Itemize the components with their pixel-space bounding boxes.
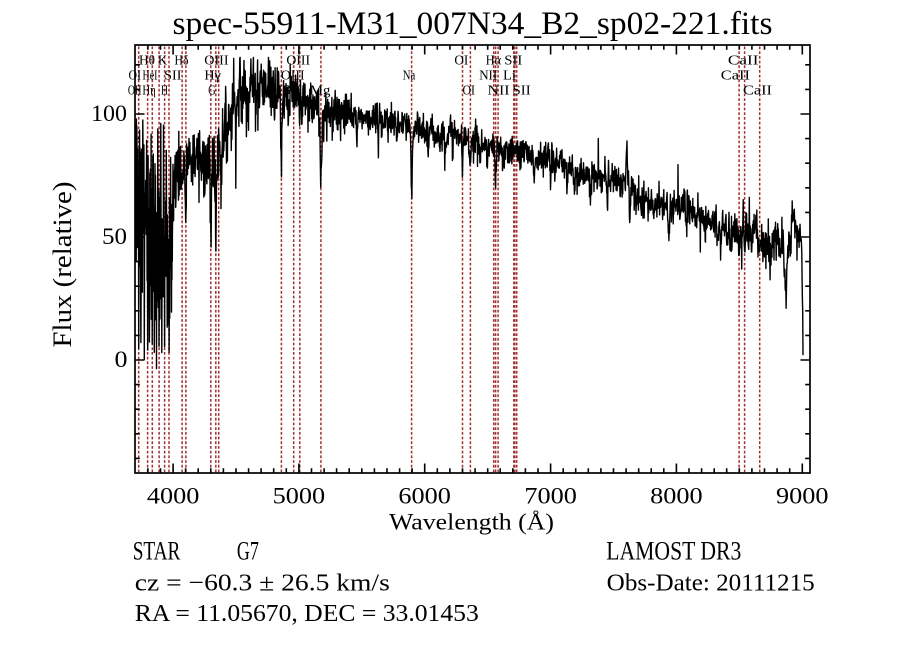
svg-text:Hβ: Hβ <box>271 84 290 99</box>
svg-text:Hδ: Hδ <box>175 54 189 69</box>
svg-text:Na: Na <box>403 69 416 84</box>
svg-text:Hα: Hα <box>486 54 502 69</box>
svg-text:STAR: STAR <box>133 537 181 566</box>
svg-text:H: H <box>161 84 168 99</box>
svg-text:SII: SII <box>513 84 531 99</box>
svg-text:OIII: OIII <box>286 54 310 69</box>
svg-text:Hη: Hη <box>142 84 155 99</box>
svg-text:CaII: CaII <box>721 69 751 84</box>
svg-text:Li: Li <box>503 69 516 84</box>
svg-text:OI: OI <box>129 69 142 84</box>
svg-text:CaII: CaII <box>728 54 759 69</box>
svg-text:NII: NII <box>488 84 510 99</box>
svg-text:RA = 11.05670, DEC = 33.0145: RA = 11.05670, DEC = 33.01453 <box>135 600 479 627</box>
svg-text:cz = −60.3 ± 26.5 km/s: cz = −60.3 ± 26.5 km/s <box>135 570 390 597</box>
svg-text:4000: 4000 <box>147 484 200 509</box>
svg-text:CaII: CaII <box>743 84 772 99</box>
svg-text:9000: 9000 <box>776 484 829 509</box>
svg-text:SII: SII <box>504 54 522 69</box>
svg-text:Hθ: Hθ <box>139 54 155 69</box>
svg-text:K: K <box>158 54 167 69</box>
svg-text:5000: 5000 <box>273 484 326 509</box>
svg-text:NII: NII <box>479 69 497 84</box>
svg-text:OI: OI <box>454 54 468 69</box>
svg-text:Mg: Mg <box>310 84 331 99</box>
svg-text:Wavelength (Å): Wavelength (Å) <box>389 510 554 536</box>
svg-text:Hγ: Hγ <box>204 69 221 84</box>
svg-text:Flux (relative): Flux (relative) <box>48 182 77 348</box>
svg-text:HeI: HeI <box>143 69 158 84</box>
svg-text:6000: 6000 <box>398 484 451 509</box>
svg-text:OIII: OIII <box>281 69 305 84</box>
svg-text:7000: 7000 <box>524 484 577 509</box>
svg-text:OII: OII <box>128 84 142 99</box>
svg-text:0: 0 <box>115 347 128 372</box>
svg-text:G: G <box>208 84 216 99</box>
svg-text:OIII: OIII <box>204 54 229 69</box>
svg-text:SII: SII <box>164 69 182 84</box>
svg-text:LAMOST DR3: LAMOST DR3 <box>606 537 741 566</box>
svg-text:8000: 8000 <box>650 484 703 509</box>
svg-text:OI: OI <box>462 84 475 99</box>
svg-text:100: 100 <box>91 101 127 126</box>
svg-text:spec-55911-M31_007N34_B2_sp02-: spec-55911-M31_007N34_B2_sp02-221.fits <box>173 6 773 42</box>
svg-text:G7: G7 <box>237 537 259 566</box>
svg-text:50: 50 <box>102 224 127 249</box>
svg-text:Obs-Date: 20111215: Obs-Date: 20111215 <box>607 570 815 597</box>
